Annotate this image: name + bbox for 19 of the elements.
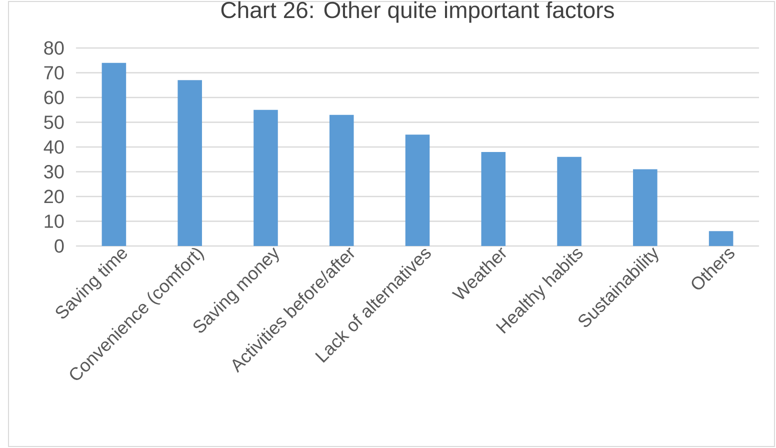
bar xyxy=(178,80,202,246)
y-tick-label: 50 xyxy=(44,116,64,129)
y-tick-label: 10 xyxy=(44,214,64,228)
bar xyxy=(329,114,354,246)
bar xyxy=(481,152,506,246)
y-tick-label: 80 xyxy=(44,41,64,55)
bar xyxy=(708,231,734,246)
y-tick-label: 40 xyxy=(44,140,64,154)
chart-title: Chart 26: Other quite important factors xyxy=(221,1,614,23)
y-tick-label: 30 xyxy=(44,165,64,178)
y-tick-label: 0 xyxy=(54,239,64,253)
bar xyxy=(633,169,658,246)
bar xyxy=(557,156,582,246)
bar xyxy=(405,134,430,246)
y-tick-label: 70 xyxy=(44,66,64,80)
y-tick-label: 60 xyxy=(44,90,64,104)
y-tick-label: 20 xyxy=(44,190,64,204)
bar xyxy=(254,110,278,246)
bar xyxy=(102,62,126,246)
